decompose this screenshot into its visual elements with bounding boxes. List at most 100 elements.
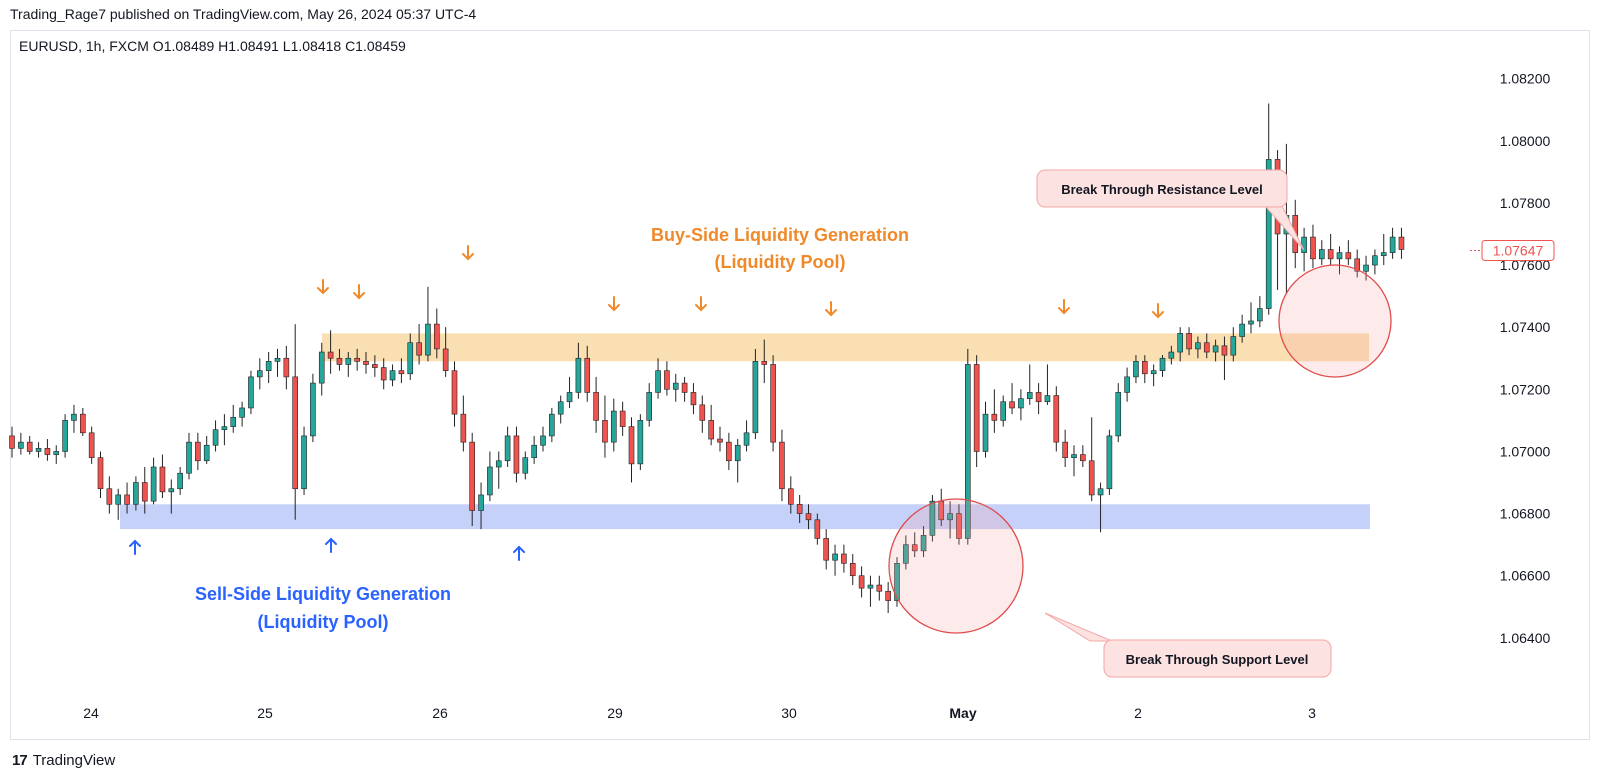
candle bbox=[1035, 383, 1042, 415]
candle bbox=[628, 417, 635, 483]
candle bbox=[752, 348, 759, 440]
candle bbox=[1124, 367, 1130, 402]
bear-candle-body bbox=[159, 466, 166, 493]
bear-candle-body bbox=[796, 503, 803, 514]
bear-candle-body bbox=[628, 426, 635, 465]
candle bbox=[947, 501, 953, 539]
candle bbox=[699, 395, 706, 433]
candle bbox=[124, 482, 130, 514]
bull-candle-body bbox=[522, 457, 529, 474]
candle bbox=[1186, 327, 1192, 356]
bull-candle-body bbox=[1230, 336, 1237, 356]
bull-candle-body bbox=[18, 441, 24, 449]
bull-candle-body bbox=[1106, 435, 1113, 490]
price-tick-label: 1.08000 bbox=[1500, 133, 1551, 149]
candle bbox=[274, 348, 281, 377]
bull-candle-body bbox=[407, 342, 414, 375]
time-tick-label: 25 bbox=[257, 705, 273, 721]
candle bbox=[885, 581, 891, 614]
bear-candle-body bbox=[44, 448, 51, 455]
candle bbox=[734, 439, 741, 483]
bull-candle-body bbox=[1336, 252, 1343, 260]
candle bbox=[1389, 227, 1396, 259]
bull-candle-body bbox=[203, 444, 210, 462]
bull-candle-body bbox=[1248, 320, 1254, 325]
up-arrow-icon bbox=[129, 539, 141, 555]
bear-candle-body bbox=[1221, 345, 1228, 356]
candle bbox=[1230, 327, 1237, 362]
candle bbox=[1203, 333, 1210, 359]
bear-candle-body bbox=[726, 441, 732, 462]
bull-candle-body bbox=[495, 460, 502, 468]
candle bbox=[664, 361, 670, 396]
published-header: Trading_Rage7 published on TradingView.c… bbox=[10, 6, 477, 22]
candle bbox=[26, 435, 33, 455]
time-tick-label: 2 bbox=[1134, 705, 1142, 721]
bull-candle-body bbox=[1115, 392, 1122, 437]
bear-candle-body bbox=[1345, 252, 1352, 260]
bear-candle-body bbox=[619, 410, 626, 427]
bull-candle-body bbox=[1389, 236, 1396, 253]
bear-candle-body bbox=[1062, 441, 1068, 458]
candle bbox=[1133, 355, 1139, 384]
candle bbox=[655, 358, 661, 399]
candle bbox=[681, 376, 688, 402]
bear-candle-body bbox=[814, 519, 821, 539]
bull-candle-body bbox=[1195, 342, 1201, 350]
support-callout-pointer bbox=[1044, 612, 1113, 642]
candle bbox=[1380, 233, 1387, 266]
bull-candle-body bbox=[566, 392, 573, 403]
candle bbox=[1319, 240, 1325, 266]
bull-candle-body bbox=[62, 420, 68, 452]
resistance-break-circle bbox=[1278, 264, 1392, 378]
candle bbox=[1168, 345, 1175, 365]
bear-candle-body bbox=[513, 435, 520, 474]
candle bbox=[1053, 386, 1060, 452]
bear-candle-body bbox=[779, 441, 785, 490]
candle bbox=[903, 535, 909, 570]
price-tick-label: 1.07800 bbox=[1500, 195, 1551, 211]
candle bbox=[619, 401, 626, 436]
bear-candle-body bbox=[1354, 258, 1360, 272]
bear-candle-body bbox=[584, 357, 591, 393]
bull-candle-body bbox=[867, 584, 874, 589]
price-tick-label: 1.07400 bbox=[1500, 319, 1551, 335]
candle bbox=[1327, 233, 1334, 266]
bear-candle-body bbox=[787, 488, 794, 505]
candle bbox=[726, 432, 732, 471]
candle bbox=[575, 342, 582, 399]
bear-candle-body bbox=[9, 435, 15, 449]
candle bbox=[318, 342, 325, 396]
bull-candle-body bbox=[1018, 398, 1024, 409]
time-axis: 24 25 26 29 30 May 2 3 bbox=[83, 705, 1316, 721]
last-price-label: 1.07647 bbox=[1493, 242, 1544, 258]
bull-candle-body bbox=[389, 370, 396, 381]
bull-candle-body bbox=[230, 416, 237, 427]
candle bbox=[53, 445, 60, 464]
bear-candle-body bbox=[336, 357, 343, 365]
bear-candle-body bbox=[283, 357, 290, 378]
bull-candle-body bbox=[504, 435, 511, 462]
candle bbox=[1080, 445, 1086, 467]
bear-candle-body bbox=[681, 382, 688, 393]
bear-candle-body bbox=[416, 342, 422, 356]
bear-candle-body bbox=[911, 544, 918, 552]
candle bbox=[451, 361, 458, 427]
candles bbox=[9, 103, 1405, 614]
candle bbox=[920, 526, 927, 558]
bear-candle-body bbox=[1080, 454, 1086, 462]
candle bbox=[513, 426, 520, 483]
candle bbox=[389, 364, 396, 387]
bull-candle-body bbox=[655, 370, 661, 393]
candle bbox=[1177, 327, 1183, 362]
bull-candle-body bbox=[478, 494, 484, 511]
symbol-ohlc: EURUSD, 1h, FXCM O1.08489 H1.08491 L1.08… bbox=[19, 38, 406, 54]
candle bbox=[717, 426, 723, 452]
tradingview-logo-icon: 17 bbox=[12, 752, 28, 769]
footer-brand[interactable]: 17 TradingView bbox=[12, 752, 115, 769]
chart-frame[interactable] bbox=[10, 30, 1590, 740]
annotations: Buy-Side Liquidity Generation (Liquidity … bbox=[195, 169, 1392, 678]
bear-candle-body bbox=[97, 457, 104, 490]
bear-candle-body bbox=[1203, 342, 1210, 353]
